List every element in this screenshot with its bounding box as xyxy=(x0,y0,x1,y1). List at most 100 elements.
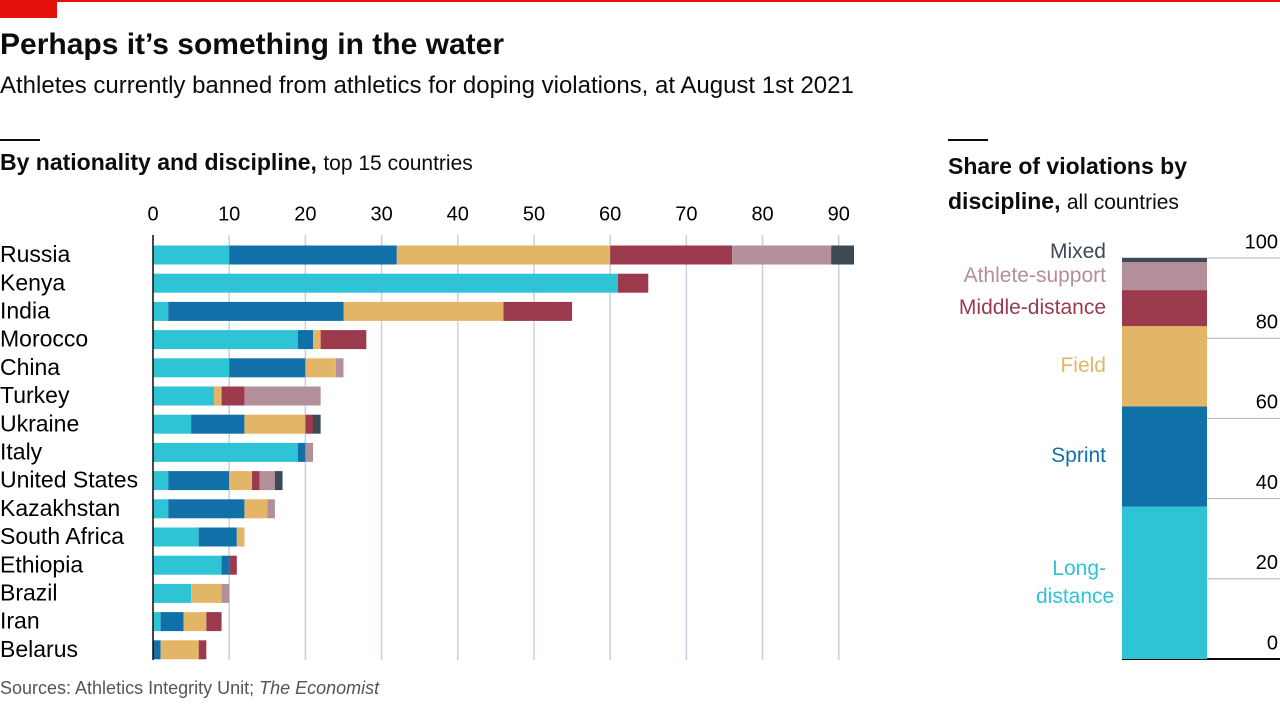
bar-segment xyxy=(396,245,611,265)
bar-segment xyxy=(160,612,184,632)
bar-segment xyxy=(221,386,245,406)
chart-title-bold: Share of violations by discipline, xyxy=(948,153,1187,214)
bar-segment xyxy=(305,358,336,378)
x-tick-label: 50 xyxy=(523,203,545,225)
y-tick-label: Belarus xyxy=(0,636,78,662)
y-tick-label: Morocco xyxy=(0,326,88,352)
legend-label: Long-distance xyxy=(1036,556,1115,608)
y-tick-label: Kenya xyxy=(0,269,65,295)
bar-segment xyxy=(732,245,832,265)
chart-subtitle: all countries xyxy=(1066,191,1179,214)
y-tick-label: Kazakhstan xyxy=(0,495,120,521)
x-tick-label: 30 xyxy=(370,203,392,225)
bar-segment xyxy=(229,471,253,491)
bar-segment xyxy=(313,414,321,434)
bar-segment xyxy=(343,301,504,321)
subtitle: Athletes currently banned from athletics… xyxy=(0,72,854,99)
bar-segment xyxy=(617,273,649,293)
bar-segment xyxy=(168,499,245,519)
bar-segment xyxy=(1122,326,1207,407)
top-rule xyxy=(0,0,1280,2)
red-tab xyxy=(0,0,57,18)
bar-segment xyxy=(183,612,207,632)
bar-segment xyxy=(305,414,314,434)
bar-segment xyxy=(168,301,344,321)
bar-segment xyxy=(153,471,169,491)
y-tick-label: Italy xyxy=(0,438,43,464)
source: Sources: Athletics Integrity Unit; The E… xyxy=(0,678,379,699)
y-tick-label: Iran xyxy=(0,608,40,634)
y-tick-label: Turkey xyxy=(0,382,70,408)
title: Perhaps it’s something in the water xyxy=(0,28,504,61)
bar-segment xyxy=(335,358,344,378)
y-tick-label: South Africa xyxy=(0,523,124,549)
bar-segment xyxy=(267,499,275,519)
bar-segment xyxy=(503,301,573,321)
bar-segment xyxy=(153,330,298,350)
legend-label: Middle-distance xyxy=(958,296,1106,320)
y-tick-label: Brazil xyxy=(0,579,58,605)
y-tick-label: China xyxy=(0,354,60,380)
chart-title: By nationality and discipline, top 15 co… xyxy=(0,149,473,176)
bar-segment xyxy=(831,245,854,265)
x-tick-label: 60 xyxy=(599,203,621,225)
bar-segment xyxy=(191,583,222,603)
legend-label: Athlete-support xyxy=(963,264,1106,288)
y-tick-label: Ethiopia xyxy=(0,551,83,577)
bar-segment xyxy=(259,471,275,491)
bar-segment xyxy=(153,245,230,265)
bar-segment xyxy=(610,245,733,265)
bar-segment xyxy=(153,301,169,321)
chart-title-bold: By nationality and discipline, xyxy=(0,149,317,175)
bar-segment xyxy=(1122,258,1207,263)
bar-segment xyxy=(153,640,161,660)
bar-segment xyxy=(320,330,367,350)
bar-segment xyxy=(153,499,169,519)
bar-segment xyxy=(160,640,199,660)
bar-segment xyxy=(297,442,306,462)
bar-segment xyxy=(206,612,222,632)
x-tick-label: 80 xyxy=(751,203,773,225)
chart-title: Share of violations by discipline, all c… xyxy=(948,149,1248,220)
legend-label: Mixed xyxy=(1049,240,1106,264)
y-tick-label: 40 xyxy=(1256,472,1278,494)
bar-segment xyxy=(1122,506,1207,659)
bar-segment xyxy=(1122,290,1207,327)
bar-segment xyxy=(313,330,321,350)
x-tick-label: 90 xyxy=(828,203,850,225)
bar-segment xyxy=(198,527,237,547)
bar-segment xyxy=(229,555,237,575)
y-tick-label: United States xyxy=(0,467,138,493)
x-tick-label: 70 xyxy=(675,203,697,225)
bar-segment xyxy=(229,358,306,378)
bar-segment xyxy=(153,386,214,406)
y-tick-label: 0 xyxy=(1267,632,1278,654)
y-tick-label: Russia xyxy=(0,241,71,267)
bar-segment xyxy=(198,640,207,660)
bar-segment xyxy=(153,555,222,575)
legend-label: Sprint xyxy=(1051,444,1106,468)
y-tick-label: 80 xyxy=(1256,311,1278,333)
bar-segment xyxy=(252,471,260,491)
y-tick-label: Ukraine xyxy=(0,410,79,436)
bar-segment xyxy=(297,330,314,350)
bar-segment xyxy=(153,583,192,603)
bar-segment xyxy=(191,414,245,434)
source-italic: The Economist xyxy=(259,678,380,698)
x-tick-label: 20 xyxy=(294,203,316,225)
bar-segment xyxy=(244,499,268,519)
x-tick-label: 10 xyxy=(218,203,240,225)
bar-segment xyxy=(221,583,230,603)
y-tick-label: 60 xyxy=(1256,392,1278,414)
bar-segment xyxy=(153,358,230,378)
section-rule xyxy=(0,139,40,141)
bar-segment xyxy=(221,555,230,575)
bar-segment xyxy=(168,471,230,491)
bar-segment xyxy=(305,442,314,462)
legend-label: Field xyxy=(1060,354,1106,378)
x-tick-label: 0 xyxy=(147,203,158,225)
y-tick-label: 100 xyxy=(1245,231,1278,253)
bar-segment xyxy=(236,527,245,547)
